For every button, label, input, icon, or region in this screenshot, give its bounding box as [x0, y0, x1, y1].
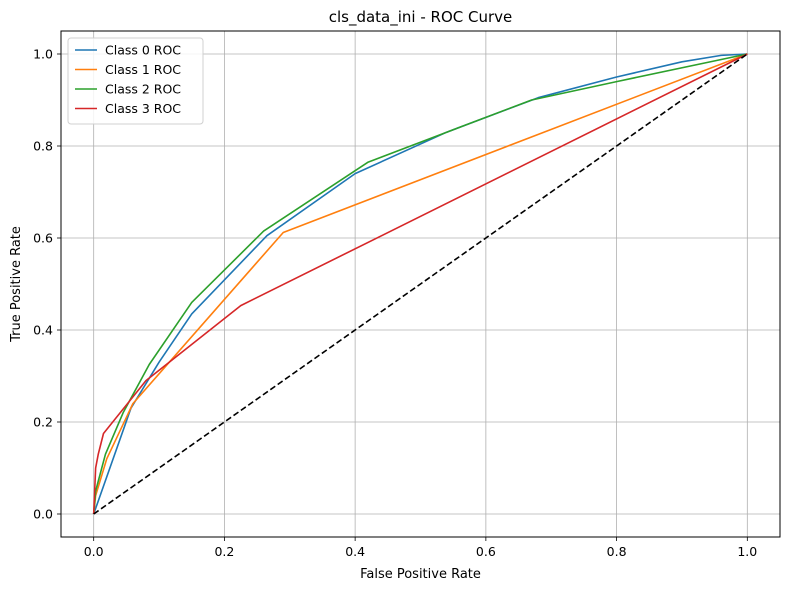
legend-entry-label: Class 0 ROC	[105, 43, 181, 58]
legend-entry-label: Class 1 ROC	[105, 62, 181, 77]
x-tick-label: 0.8	[607, 544, 627, 559]
x-tick-label: 0.6	[476, 544, 496, 559]
y-tick-label: 0.6	[33, 231, 53, 246]
x-tick-label: 1.0	[737, 544, 757, 559]
plot-frame	[60, 30, 781, 538]
x-axis-label: False Positive Rate	[360, 567, 481, 582]
y-tick-label: 0.4	[33, 323, 53, 338]
y-tick-label: 0.0	[33, 507, 53, 522]
reference-diagonal-line	[93, 53, 748, 515]
x-tick-label: 0.0	[84, 544, 104, 559]
y-tick-label: 0.8	[33, 139, 53, 154]
legend: Class 0 ROC Class 1 ROC Class 2 ROC Class 3…	[67, 37, 204, 125]
y-tick-label: 1.0	[33, 47, 53, 62]
legend-box	[67, 37, 204, 125]
series-lines	[92, 53, 748, 515]
y-tick-label: 0.2	[33, 415, 53, 430]
series-line-class-0	[92, 53, 748, 515]
x-tick-label: 0.4	[345, 544, 365, 559]
series-line-class-3	[92, 53, 748, 515]
legend-entry-label: Class 2 ROC	[105, 82, 181, 97]
axis-ticks: 0.0 0.2 0.4 0.6 0.8 1.0 0.0 0.2 0.4 0.6 0.8 1.0	[33, 47, 757, 560]
series-line-class-2	[92, 53, 748, 515]
y-axis-label: True Positive Rate	[9, 226, 24, 343]
chart-title: cls_data_ini - ROC Curve	[329, 8, 513, 27]
x-tick-label: 0.2	[214, 544, 234, 559]
legend-entry-label: Class 3 ROC	[105, 101, 181, 116]
